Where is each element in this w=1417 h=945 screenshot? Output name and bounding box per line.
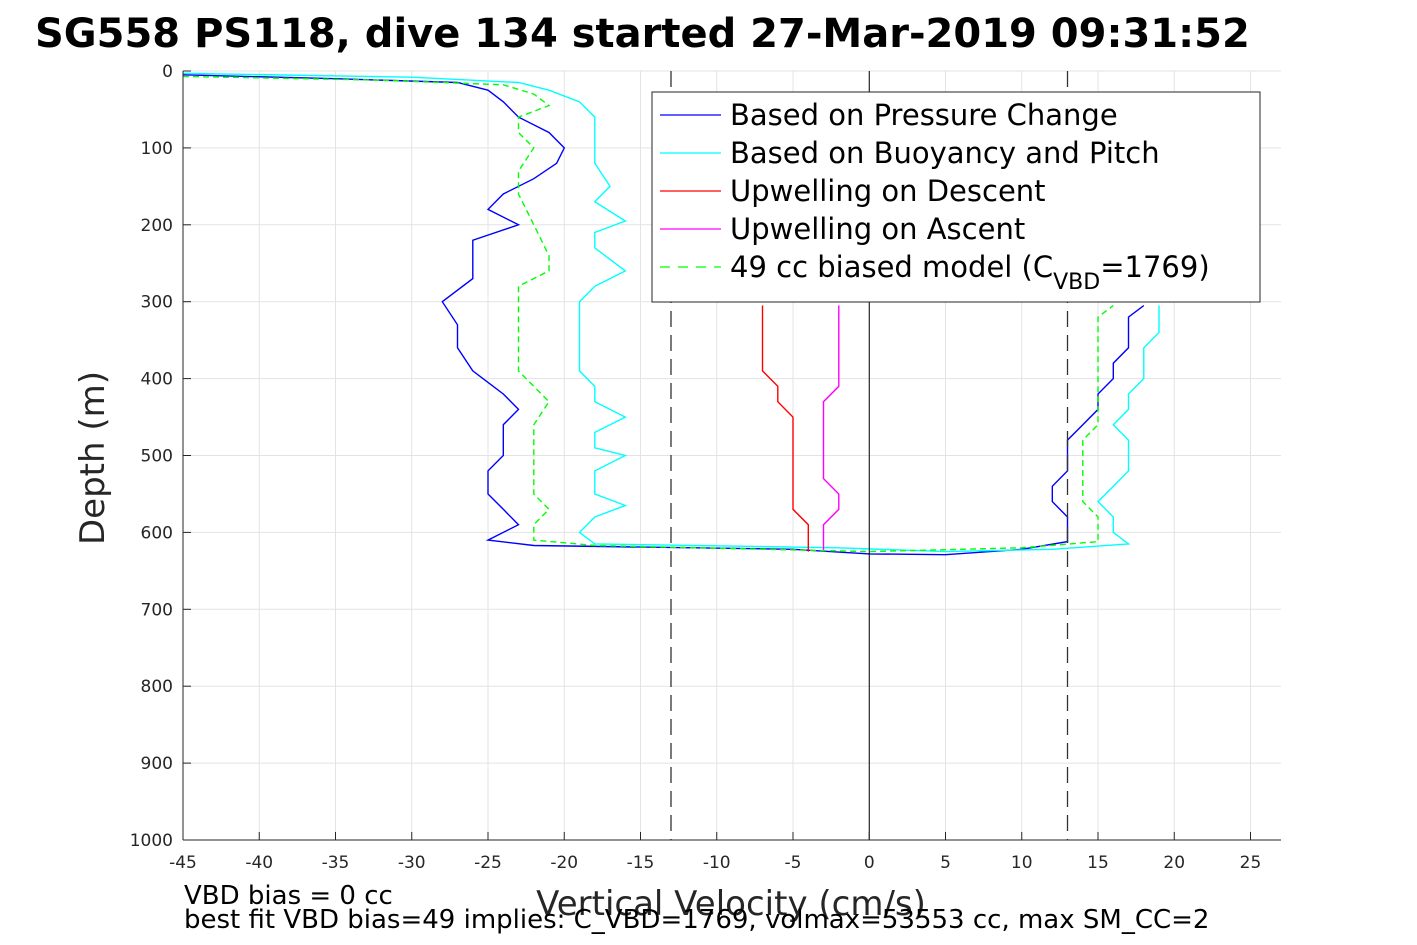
y-tick-label: 1000 xyxy=(130,831,173,851)
series-line-4 xyxy=(822,305,840,552)
legend-entry-label: Upwelling on Ascent xyxy=(730,212,1025,246)
chart-title: SG558 PS118, dive 134 started 27-Mar-201… xyxy=(35,11,1250,57)
x-tick-label: -5 xyxy=(785,853,802,873)
legend-box xyxy=(651,91,1261,303)
x-tick-label: 20 xyxy=(1163,853,1185,873)
series-line-1 xyxy=(182,74,1145,556)
y-tick-label: 300 xyxy=(141,293,173,313)
series-line-2 xyxy=(182,72,1160,553)
legend-entry-label: Based on Buoyancy and Pitch xyxy=(730,136,1160,170)
y-axis-label: Depth (m) xyxy=(73,371,113,545)
legend-entry-label: Upwelling on Descent xyxy=(730,174,1046,208)
x-axis-label: Vertical Velocity (cm/s) xyxy=(536,884,926,924)
x-tick-label: -20 xyxy=(550,853,578,873)
footer-line-1: VBD bias = 0 cc xyxy=(184,881,393,911)
x-tick-label: -45 xyxy=(169,853,197,873)
x-tick-label: -30 xyxy=(398,853,426,873)
legend-entry-label: Based on Pressure Change xyxy=(730,98,1118,132)
x-tick-label: -10 xyxy=(703,853,731,873)
y-tick-label: 500 xyxy=(141,447,173,467)
plot-area: -45 -40 -35 -30 -25 -20 -15 -10 -5 0 5 10 15 20 25 0 100… xyxy=(130,62,1281,873)
footer-line-2: best fit VBD bias=49 implies: C_VBD=1769… xyxy=(184,905,1209,935)
y-tick-label: 700 xyxy=(141,600,173,620)
x-tick-label: 25 xyxy=(1240,853,1262,873)
x-tick-label: -15 xyxy=(627,853,655,873)
series-line-5 xyxy=(182,75,1114,553)
x-tick-label: -25 xyxy=(474,853,502,873)
series-line-3 xyxy=(761,305,809,552)
x-tick-label: 5 xyxy=(940,853,951,873)
x-tick-label: 15 xyxy=(1087,853,1109,873)
y-tick-label: 900 xyxy=(141,754,173,774)
legend-suffix: =1769) xyxy=(1100,250,1209,284)
y-tick-label: 100 xyxy=(141,139,173,159)
y-tick-label: 0 xyxy=(162,62,173,82)
y-tick-label: 400 xyxy=(141,370,173,390)
y-tick-label: 800 xyxy=(141,677,173,697)
legend-subscript: VBD xyxy=(1053,270,1100,295)
y-tick-label: 200 xyxy=(141,216,173,236)
x-tick-label: 0 xyxy=(864,853,875,873)
y-tick-label: 600 xyxy=(141,523,173,543)
x-tick-label: 10 xyxy=(1011,853,1033,873)
x-tick-label: -40 xyxy=(245,853,273,873)
x-tick-label: -35 xyxy=(322,853,350,873)
